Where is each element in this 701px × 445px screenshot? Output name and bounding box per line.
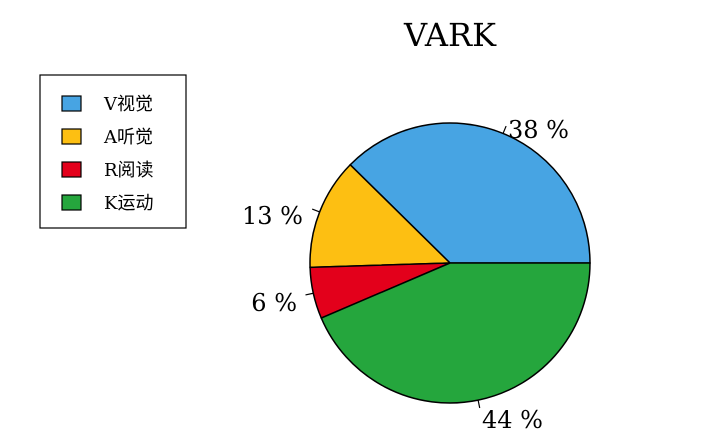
legend-swatch-3 xyxy=(61,161,82,178)
chart-title: VARK xyxy=(403,16,497,54)
pie-label-3: 6 % xyxy=(251,289,297,317)
pie-label-tick-4 xyxy=(477,400,481,409)
legend-swatch-4 xyxy=(61,194,82,211)
legend-label-3: R阅读 xyxy=(104,160,154,181)
pie-slice-1 xyxy=(349,122,591,264)
pie-slice-2 xyxy=(309,163,452,269)
pie-label-tick-2 xyxy=(311,208,320,213)
legend-label-2: A听觉 xyxy=(103,127,153,148)
pie-slice-4 xyxy=(320,262,591,404)
pie-label-tick-3 xyxy=(305,292,314,296)
pie-label-2: 13 % xyxy=(242,202,303,230)
pie-label-4: 44 % xyxy=(482,406,543,434)
legend-swatch-1 xyxy=(61,95,82,112)
pie-labels: 38 % 13 % 6 % 44 % xyxy=(242,116,569,434)
legend-label-4: K运动 xyxy=(104,193,153,214)
legend-swatch-2 xyxy=(61,128,82,145)
pie-label-1: 38 % xyxy=(508,116,569,144)
pie-label-tick-1 xyxy=(502,125,507,134)
legend: V视觉 A听觉 R阅读 K运动 xyxy=(39,74,187,229)
legend-label-1: V视觉 xyxy=(103,94,153,115)
pie-slices xyxy=(309,122,591,404)
